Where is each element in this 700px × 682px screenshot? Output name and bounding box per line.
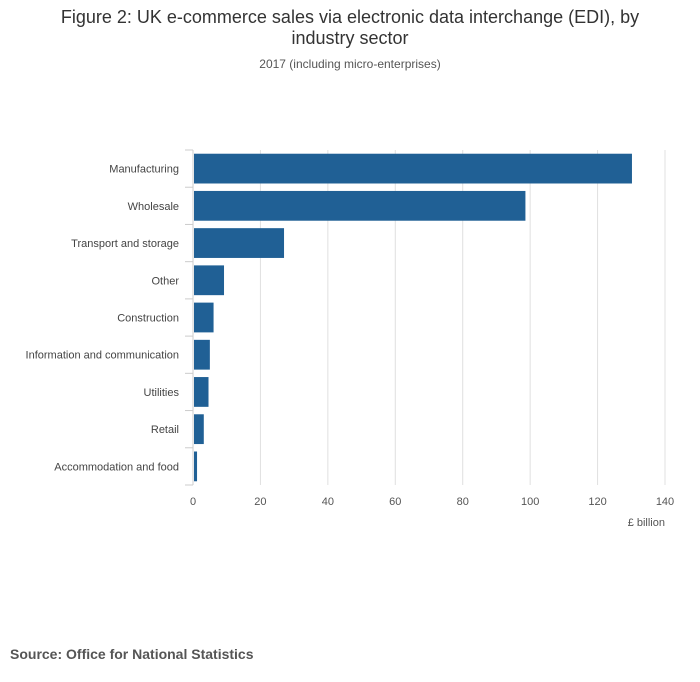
bar (194, 190, 526, 221)
category-label: Other (151, 275, 179, 287)
x-tick-label: 60 (389, 496, 401, 508)
bar (194, 153, 632, 184)
x-tick-label: 100 (521, 496, 539, 508)
category-label: Construction (117, 313, 179, 325)
bar (194, 339, 210, 370)
x-tick-label: 80 (457, 496, 469, 508)
x-tick-label: 140 (656, 496, 674, 508)
x-tick-label: 20 (254, 496, 266, 508)
category-label: Accommodation and food (54, 461, 179, 473)
source-note: Source: Office for National Statistics (10, 646, 254, 662)
chart-title: Figure 2: UK e-commerce sales via electr… (60, 7, 640, 48)
category-label: Retail (151, 424, 179, 436)
bar (194, 414, 204, 445)
bar (194, 228, 285, 258)
bar (194, 302, 214, 333)
bar (194, 265, 225, 296)
category-label: Utilities (144, 387, 180, 399)
x-tick-label: 0 (190, 496, 196, 508)
category-label: Information and communication (26, 350, 179, 362)
category-label: Wholesale (128, 201, 179, 213)
bar (194, 377, 209, 407)
axes (185, 149, 194, 486)
labels: 0 20 40 60 80 100 120 140 Manufacturing Wholesale… (26, 164, 675, 529)
x-axis-label: £ billion (628, 517, 665, 529)
x-tick-label: 40 (322, 496, 334, 508)
bar (194, 451, 198, 482)
x-tick-label: 120 (588, 496, 606, 508)
category-label: Transport and storage (71, 238, 179, 250)
category-label: Manufacturing (109, 164, 179, 176)
chart-subtitle: 2017 (including micro-enterprises) (259, 57, 441, 71)
bars (194, 153, 632, 482)
